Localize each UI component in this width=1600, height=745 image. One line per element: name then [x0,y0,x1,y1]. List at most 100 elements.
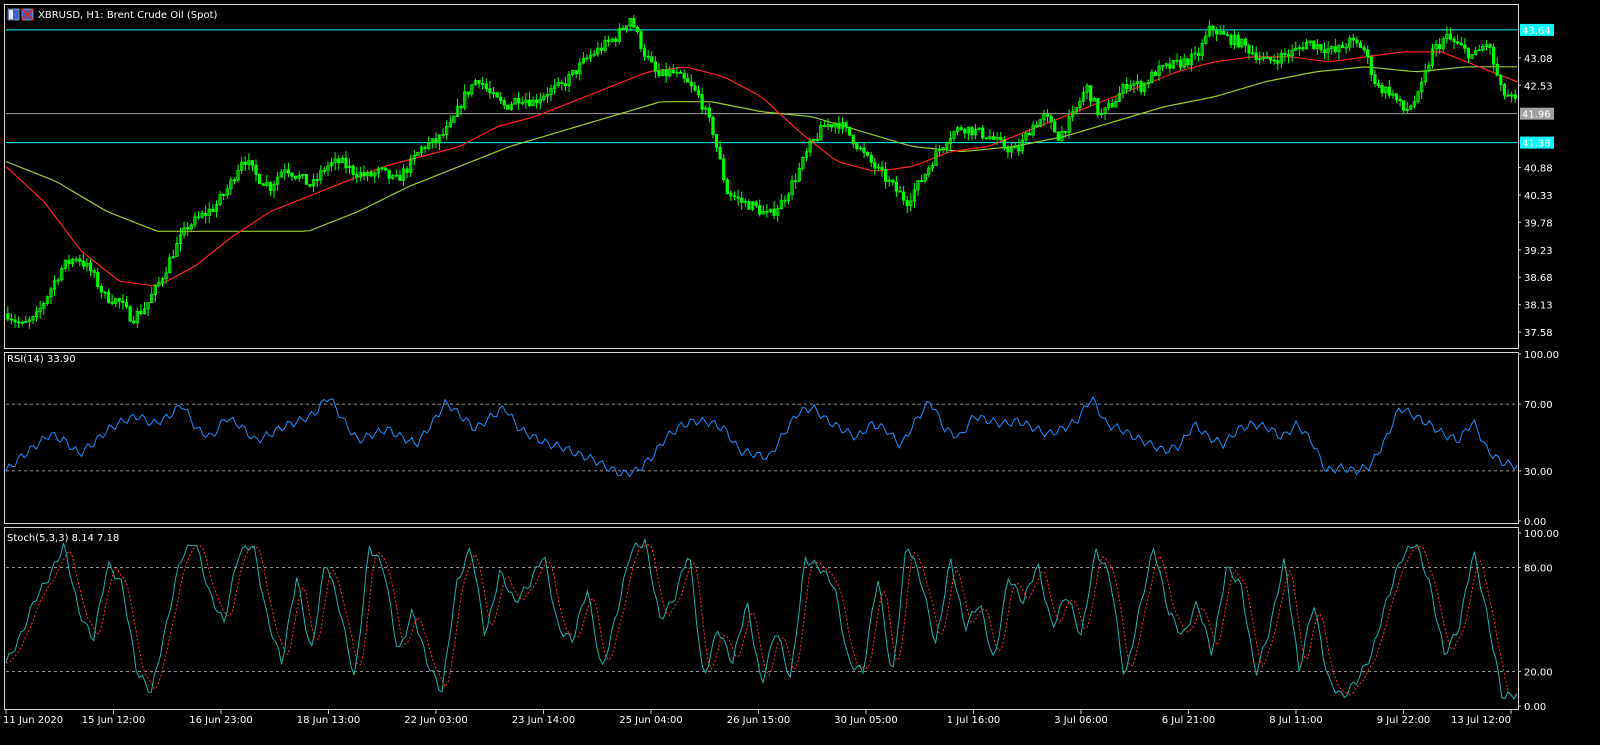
candle-body [1157,65,1161,77]
candle-body [1376,83,1381,86]
candle-body [27,319,31,322]
candle-body [1175,59,1179,62]
candle-body [740,197,744,203]
candle-body [750,201,755,210]
candle-body [668,69,672,77]
candle-body [779,199,783,210]
candle-body [1189,53,1194,66]
candle-body [132,320,136,324]
y-tick-label: 40.33 [1524,191,1553,202]
candle-body [844,122,848,128]
candle-body [405,168,409,173]
candle-body [596,47,600,55]
candle-body [52,280,57,290]
x-tick-label: 6 Jul 21:00 [1162,715,1216,726]
candle-body [891,179,895,183]
candle-body [1110,103,1114,108]
candle-body [171,256,175,259]
candle-body [229,179,233,190]
candle-body [387,169,391,179]
candle-body [923,173,927,182]
candle-body [1020,139,1024,152]
candle-body [571,70,575,75]
candle-body [689,81,693,87]
candle-body [1153,71,1158,77]
candle-body [1279,53,1283,64]
candle-body [106,291,111,303]
candle-body [85,262,89,267]
candle-body [754,201,758,207]
candle-body [801,157,805,169]
candle-body [419,146,424,153]
candle-body [207,208,211,216]
candle-body [1200,42,1204,56]
osc-scale-label: 100.00 [1524,529,1559,540]
candle-body [693,85,697,91]
candle-body [297,175,301,179]
candle-body [1063,130,1068,133]
candle-body [1053,121,1057,133]
candle-body [1488,44,1492,48]
candle-body [678,71,683,74]
candle-body [1225,33,1229,36]
candle-body [250,160,255,166]
candle-body [840,122,845,129]
candle-body [1427,65,1431,72]
candle-body [1463,44,1467,49]
candle-body [607,39,611,42]
candle-body [470,84,474,95]
candle-body [441,134,445,136]
hline-tag [1520,23,1554,36]
candle-body [1513,94,1517,99]
candle-body [114,298,118,304]
candle-body [966,126,970,134]
candle-body [981,127,985,139]
candle-body [1161,65,1165,68]
candle-body [1171,60,1176,69]
candle-body [157,281,161,286]
candle-body [902,191,906,201]
candle-body [884,169,888,182]
moving-averages [5,51,1518,287]
candle-body [218,194,222,206]
candle-body [1344,46,1348,49]
candle-body [1236,34,1240,48]
candle-body [1340,45,1345,49]
candle-body [970,126,974,136]
candle-body [1074,107,1078,113]
candle-body [103,291,107,294]
candle-body [984,137,988,140]
candle-body [855,143,859,150]
candle-body [1247,44,1251,54]
x-tick-label: 22 Jun 03:00 [404,715,468,726]
candle-body [1380,84,1384,94]
candle-body [88,262,93,272]
candle-body [1362,47,1366,51]
candle-body [1387,86,1391,96]
candle-body [1391,93,1395,96]
candle-body [1474,50,1478,56]
candle-body [1290,49,1294,57]
candle-body [1207,25,1212,37]
candle-body [409,158,413,173]
candle-body [675,71,679,74]
candle-body [617,27,621,42]
rsi-panel: 100.00 70.00 30.00 0.00 [5,350,1559,528]
candle-body [1125,83,1129,90]
y-tick-label: 37.58 [1524,328,1553,339]
candle-body [430,138,434,144]
candle-body [1366,49,1370,58]
candle-body [621,27,625,30]
candle-body [887,179,891,182]
candle-body [1506,94,1510,97]
candle-body [732,195,737,198]
candle-body [1085,85,1089,93]
candle-body [286,169,291,174]
candle-body [401,168,406,181]
candle-body [736,196,740,199]
candle-body [1322,49,1327,54]
candle-body [1441,38,1445,49]
candle-body [1445,33,1449,40]
candle-body [193,216,197,226]
candle-body [1121,83,1125,94]
